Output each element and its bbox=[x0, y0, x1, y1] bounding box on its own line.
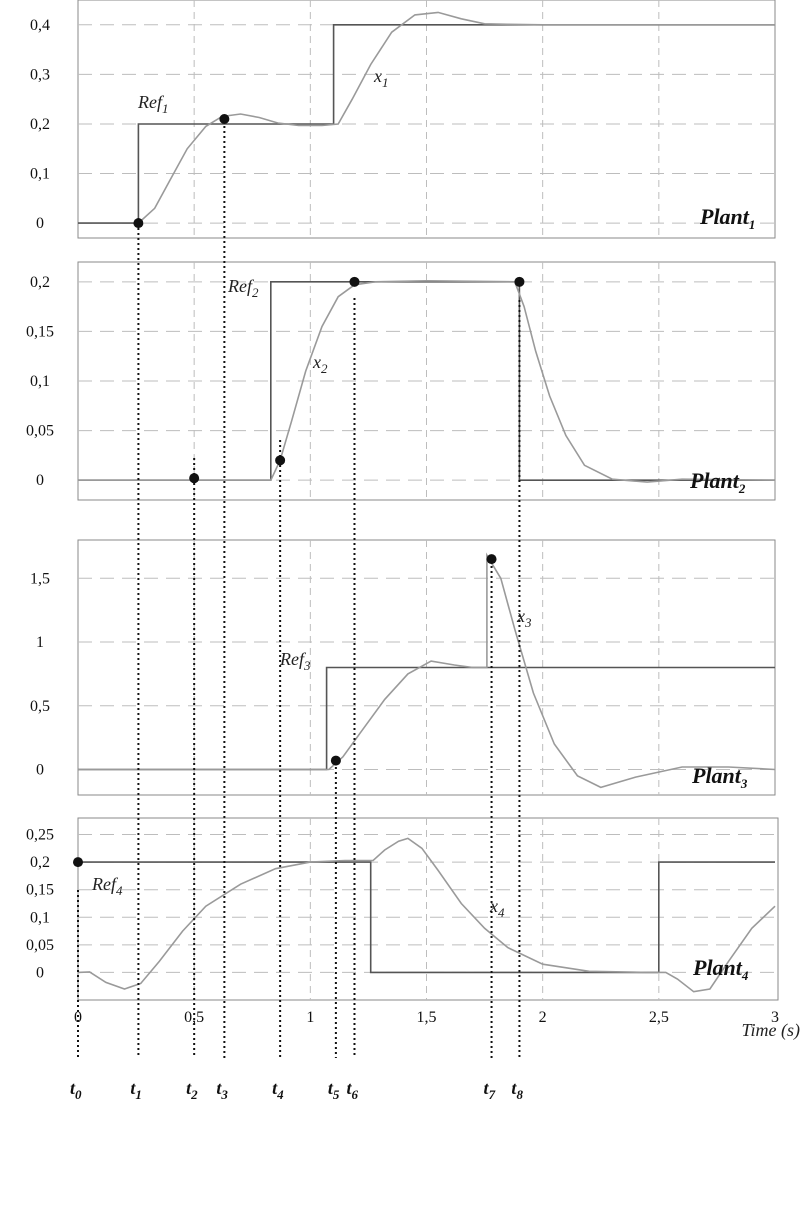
plot-frame-1 bbox=[77, 0, 776, 239]
data-marker bbox=[349, 276, 360, 287]
y-tick-label: 1,5 bbox=[30, 570, 50, 587]
series-label-x1: x1 bbox=[373, 66, 389, 90]
time-marker-t4: t4 bbox=[272, 1078, 284, 1102]
time-marker-t1: t1 bbox=[130, 1078, 142, 1102]
y-tick-label: 0 bbox=[36, 762, 44, 779]
series-line-Ref1 bbox=[78, 23, 775, 224]
x-axis-label: Time (s) bbox=[742, 1020, 801, 1041]
series-line-x4 bbox=[77, 837, 776, 993]
y-tick-label: 0 bbox=[36, 964, 44, 981]
series-label-Ref1: Ref1 bbox=[137, 92, 169, 116]
y-tick-label: 0 bbox=[36, 472, 44, 489]
time-marker-t8: t8 bbox=[511, 1078, 523, 1102]
time-marker-t3: t3 bbox=[216, 1078, 228, 1102]
y-tick-label: 0,5 bbox=[30, 698, 50, 715]
y-tick-label: 0,1 bbox=[30, 373, 50, 390]
x-tick-label: 0 bbox=[74, 1009, 82, 1026]
time-marker-t5: t5 bbox=[328, 1078, 340, 1102]
data-marker bbox=[73, 857, 83, 868]
x-tick-label: 3 bbox=[771, 1009, 779, 1026]
time-marker-t0: t0 bbox=[70, 1078, 82, 1102]
data-marker bbox=[514, 276, 525, 287]
y-tick-label: 0,2 bbox=[30, 274, 50, 291]
y-tick-label: 0 bbox=[36, 215, 44, 232]
time-marker-t6: t6 bbox=[346, 1078, 358, 1102]
x-tick-label: 0,5 bbox=[184, 1009, 204, 1026]
series-label-Ref2: Ref2 bbox=[227, 276, 259, 300]
x-tick-label: 2 bbox=[539, 1009, 547, 1026]
y-tick-label: 0,3 bbox=[30, 66, 50, 83]
y-tick-label: 0,05 bbox=[26, 423, 54, 440]
x-tick-label: 1 bbox=[306, 1009, 314, 1026]
data-marker bbox=[486, 554, 497, 565]
y-tick-label: 0,4 bbox=[30, 17, 50, 34]
y-tick-label: 0,15 bbox=[26, 323, 54, 340]
series-line-x1 bbox=[137, 11, 775, 224]
y-tick-label: 0,2 bbox=[30, 116, 50, 133]
series-label-Ref3: Ref3 bbox=[279, 649, 311, 673]
series-label-x4: x4 bbox=[489, 896, 505, 920]
y-tick-label: 0,1 bbox=[30, 166, 50, 183]
plant-label-1: Plant1 bbox=[699, 204, 755, 232]
x-tick-label: 2,5 bbox=[649, 1009, 669, 1026]
series-label-Ref4: Ref4 bbox=[91, 874, 123, 898]
data-marker bbox=[219, 114, 230, 124]
series-label-x2: x2 bbox=[312, 352, 328, 376]
plant-label-4: Plant4 bbox=[692, 955, 749, 983]
y-tick-label: 0,25 bbox=[26, 827, 54, 844]
y-tick-label: 0,15 bbox=[26, 882, 54, 899]
plant-label-3: Plant3 bbox=[691, 763, 748, 791]
plot-frame-2 bbox=[77, 261, 776, 501]
series-line-x3 bbox=[78, 552, 776, 789]
time-marker-t2: t2 bbox=[186, 1078, 198, 1102]
y-tick-label: 0,1 bbox=[30, 909, 50, 926]
x-tick-label: 1,5 bbox=[417, 1009, 437, 1026]
y-tick-label: 0,05 bbox=[26, 937, 54, 954]
series-line-x2 bbox=[78, 279, 776, 483]
data-marker bbox=[330, 755, 341, 766]
plant-label-2: Plant2 bbox=[689, 468, 746, 496]
series-label-x3: x3 bbox=[516, 606, 532, 630]
time-marker-t7: t7 bbox=[484, 1078, 496, 1102]
y-tick-label: 1 bbox=[36, 634, 44, 651]
y-tick-label: 0,2 bbox=[30, 854, 50, 871]
